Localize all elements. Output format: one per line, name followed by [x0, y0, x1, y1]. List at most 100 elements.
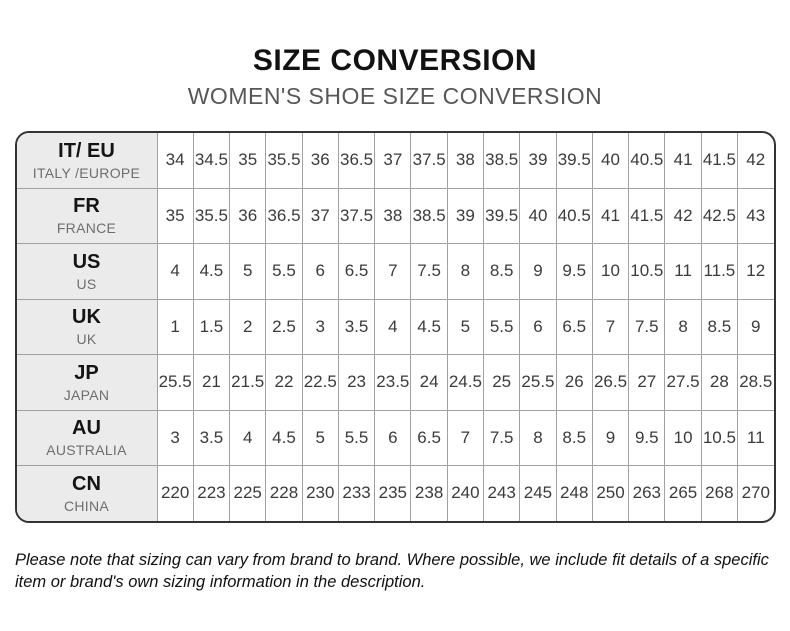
size-value-cell: 4 — [156, 243, 194, 300]
size-value-cell: 37 — [301, 187, 339, 244]
row-code: FR — [73, 195, 100, 218]
size-value-cell: 11 — [664, 243, 702, 300]
size-value-cell: 7 — [374, 243, 412, 300]
size-value-cell: 39.5 — [555, 132, 593, 189]
row-region: UK — [76, 331, 97, 348]
size-value-cell: 40 — [591, 132, 630, 189]
size-value-cell: 34.5 — [192, 132, 231, 189]
size-value-cell: 42.5 — [700, 187, 739, 244]
size-value-cell: 7.5 — [483, 409, 521, 466]
size-value-cell: 263 — [628, 465, 666, 521]
size-value-cell: 10 — [664, 409, 702, 466]
size-value-cell: 5.5 — [337, 409, 376, 466]
table-row: UK UK 1 1.5 2 2.5 3 3.5 4 4.5 5 5.5 6 6.5 7 7.5 8 8.5 9 — [16, 298, 774, 355]
row-region: CHINA — [63, 497, 110, 514]
size-value-cell: 40.5 — [628, 132, 666, 189]
page-subtitle: WOMEN'S SHOE SIZE CONVERSION — [187, 83, 603, 109]
row-header: FR FRANCE — [16, 187, 158, 244]
size-value-cell: 23.5 — [374, 354, 412, 411]
size-value-cell: 38.5 — [410, 187, 448, 244]
size-value-cell: 4.5 — [410, 298, 448, 355]
size-value-cell: 3.5 — [192, 409, 231, 466]
size-value-cell: 225 — [229, 465, 267, 521]
size-value-cell: 228 — [265, 465, 303, 521]
header: SIZE CONVERSION WOMEN'S SHOE SIZE CONVER… — [0, 0, 790, 110]
size-value-cell: 9 — [519, 243, 557, 300]
size-value-cell: 41 — [591, 187, 630, 244]
size-value-cell: 5 — [229, 243, 267, 300]
size-table-body: IT/ EU ITALY /EUROPE 34 34.5 35 35.5 36 36.5 37 3… — [16, 132, 774, 521]
size-value-cell: 270 — [737, 465, 774, 521]
table-row: FR FRANCE 35 35.5 36 36.5 37 37.5 38 38.5 39 39.5 40… — [16, 187, 774, 244]
size-value-cell: 9.5 — [628, 409, 666, 466]
size-value-cell: 37 — [374, 132, 412, 189]
size-value-cell: 25.5 — [519, 354, 557, 411]
size-value-cell: 21 — [192, 354, 231, 411]
table-row: JP JAPAN 25.5 21 21.5 22 22.5 23 23.5 24 24.5 25 25.… — [16, 354, 774, 411]
size-value-cell: 36.5 — [265, 187, 303, 244]
row-region: FRANCE — [56, 220, 117, 237]
row-region: US — [76, 275, 97, 292]
size-value-cell: 4 — [374, 298, 412, 355]
size-value-cell: 8 — [664, 298, 702, 355]
row-region: JAPAN — [63, 386, 110, 403]
size-value-cell: 41.5 — [628, 187, 666, 244]
size-value-cell: 38.5 — [483, 132, 521, 189]
row-region: ITALY /EUROPE — [32, 164, 141, 181]
size-value-cell: 230 — [301, 465, 339, 521]
size-value-cell: 8.5 — [700, 298, 739, 355]
size-value-cell: 3 — [301, 298, 339, 355]
size-value-cell: 27.5 — [664, 354, 702, 411]
size-value-cell: 10.5 — [628, 243, 666, 300]
size-value-cell: 25.5 — [156, 354, 194, 411]
row-code: US — [72, 250, 101, 273]
size-value-cell: 6 — [301, 243, 339, 300]
size-value-cell: 22 — [265, 354, 303, 411]
size-value-cell: 4.5 — [265, 409, 303, 466]
row-header: JP JAPAN — [16, 354, 158, 411]
size-value-cell: 3 — [156, 409, 194, 466]
table-row: IT/ EU ITALY /EUROPE 34 34.5 35 35.5 36 36.5 37 3… — [16, 132, 774, 189]
size-value-cell: 8.5 — [555, 409, 593, 466]
size-value-cell: 28.5 — [737, 354, 774, 411]
size-value-cell: 5.5 — [483, 298, 521, 355]
size-value-cell: 41 — [664, 132, 702, 189]
size-value-cell: 1.5 — [192, 298, 231, 355]
size-value-cell: 39 — [519, 132, 557, 189]
size-value-cell: 8 — [519, 409, 557, 466]
size-value-cell: 245 — [519, 465, 557, 521]
size-value-cell: 39 — [446, 187, 485, 244]
size-value-cell: 265 — [664, 465, 702, 521]
size-value-cell: 35.5 — [192, 187, 231, 244]
size-value-cell: 36 — [301, 132, 339, 189]
size-value-cell: 6 — [519, 298, 557, 355]
row-code: AU — [72, 417, 101, 440]
size-conversion-table: IT/ EU ITALY /EUROPE 34 34.5 35 35.5 36 36.5 37 3… — [14, 131, 776, 523]
row-header: US US — [16, 243, 158, 300]
size-value-cell: 233 — [337, 465, 376, 521]
row-code: UK — [72, 306, 101, 329]
footer-note: Please note that sizing can vary from br… — [15, 550, 769, 592]
size-value-cell: 223 — [192, 465, 231, 521]
table-row: US US 4 4.5 5 5.5 6 6.5 7 7.5 8 8.5 9 9.5 10 10.5 11 11.5… — [16, 243, 774, 300]
size-value-cell: 8.5 — [483, 243, 521, 300]
size-value-cell: 12 — [737, 243, 774, 300]
size-value-cell: 250 — [591, 465, 630, 521]
size-value-cell: 35 — [156, 187, 194, 244]
size-value-cell: 24.5 — [446, 354, 485, 411]
size-value-cell: 38 — [446, 132, 485, 189]
size-value-cell: 4.5 — [192, 243, 231, 300]
size-value-cell: 5 — [446, 298, 485, 355]
size-value-cell: 5.5 — [265, 243, 303, 300]
size-value-cell: 9 — [591, 409, 630, 466]
size-value-cell: 10.5 — [700, 409, 739, 466]
size-value-cell: 268 — [700, 465, 739, 521]
row-header: UK UK — [16, 298, 158, 355]
size-value-cell: 8 — [446, 243, 485, 300]
size-value-cell: 6 — [374, 409, 412, 466]
size-value-cell: 238 — [410, 465, 448, 521]
size-value-cell: 7.5 — [410, 243, 448, 300]
size-value-cell: 24 — [410, 354, 448, 411]
size-value-cell: 43 — [737, 187, 774, 244]
size-value-cell: 36.5 — [337, 132, 376, 189]
